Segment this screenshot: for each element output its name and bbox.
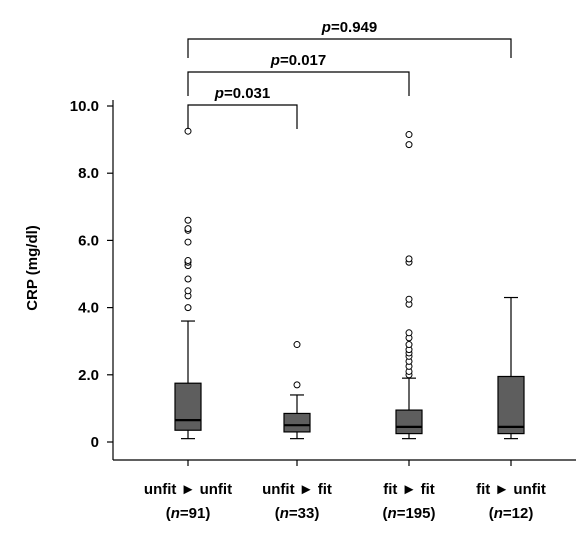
outlier-point (293, 341, 301, 349)
sample-size-close: ) (430, 505, 435, 522)
boxes (174, 127, 525, 440)
y-axis-label: CRP (mg/dl) (24, 225, 41, 311)
p-value: =0.949 (331, 19, 377, 36)
outlier-point (405, 295, 413, 303)
outlier-point (184, 216, 192, 224)
p-value-label: p=0.017 (270, 52, 326, 69)
sample-size-symbol: n (171, 505, 180, 522)
box-iqr (395, 409, 423, 435)
p-symbol: p (214, 85, 224, 102)
category-labels: unfit ► unfit(n=91)unfit ► fit(n=33)fit … (144, 481, 546, 522)
category-label: unfit ► unfit (144, 481, 232, 498)
sample-size-symbol: n (388, 505, 397, 522)
category-label: fit ► unfit (476, 481, 546, 498)
p-value: =0.031 (224, 85, 270, 102)
y-tick-label: 2.0 (78, 367, 99, 384)
y-ticks: 0 2.0 4.0 6.0 8.0 10.0 (70, 98, 113, 451)
category-label: unfit ► fit (262, 481, 332, 498)
box-iqr (497, 375, 525, 435)
p-value-label: p=0.031 (214, 85, 270, 102)
outlier-point (293, 381, 301, 389)
sample-size-label: (n=12) (489, 505, 534, 522)
y-tick-label: 4.0 (78, 300, 99, 317)
outlier-point (405, 329, 413, 337)
sample-size-value: =91 (180, 505, 205, 522)
outlier-point (184, 287, 192, 295)
outlier-point (184, 257, 192, 265)
box-iqr (283, 412, 311, 433)
category-label: fit ► fit (383, 481, 435, 498)
outlier-point (184, 275, 192, 283)
bracket-line (187, 38, 512, 58)
box-group (283, 341, 311, 440)
bracket-line (187, 71, 410, 96)
outlier-point (184, 304, 192, 312)
box-group (395, 131, 423, 440)
sample-size-symbol: n (280, 505, 289, 522)
box-iqr (174, 382, 202, 431)
outlier-point (405, 131, 413, 139)
y-tick-label: 6.0 (78, 232, 99, 249)
outlier-point (405, 341, 413, 349)
y-tick-label: 10.0 (70, 98, 99, 115)
outlier-point (184, 127, 192, 135)
p-symbol: p (270, 52, 280, 69)
sample-size-label: (n=91) (166, 505, 211, 522)
sample-size-label: (n=33) (275, 505, 320, 522)
axes (112, 100, 576, 466)
p-symbol: p (321, 19, 331, 36)
comparison-bracket: p=0.017 (187, 52, 410, 96)
outlier-point (184, 225, 192, 233)
sample-size-value: =195 (397, 505, 431, 522)
box-group (497, 296, 525, 440)
comparison-bracket: p=0.949 (187, 19, 512, 58)
sample-size-close: ) (314, 505, 319, 522)
p-value-label: p=0.949 (321, 19, 377, 36)
bracket-line (187, 104, 298, 129)
outlier-point (405, 255, 413, 263)
sample-size-symbol: n (494, 505, 503, 522)
sample-size-open: ( (275, 505, 280, 522)
comparison-bracket: p=0.031 (187, 85, 298, 129)
sample-size-open: ( (489, 505, 494, 522)
y-tick-label: 0 (91, 434, 99, 451)
sample-size-close: ) (528, 505, 533, 522)
outlier-point (405, 141, 413, 149)
sample-size-value: =33 (289, 505, 314, 522)
sample-size-open: ( (166, 505, 171, 522)
sample-size-close: ) (205, 505, 210, 522)
sample-size-value: =12 (503, 505, 528, 522)
sample-size-open: ( (383, 505, 388, 522)
sample-size-label: (n=195) (383, 505, 436, 522)
y-tick-label: 8.0 (78, 165, 99, 182)
box-group (174, 127, 202, 440)
outlier-point (184, 238, 192, 246)
p-value: =0.017 (280, 52, 326, 69)
